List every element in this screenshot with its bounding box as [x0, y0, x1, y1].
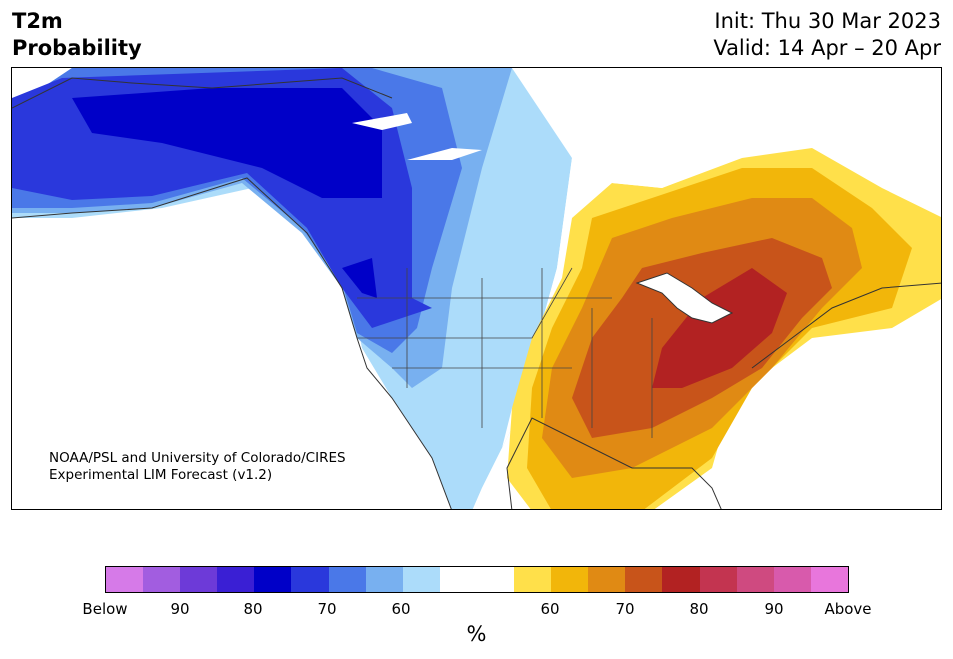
colorbar-swatch-below-55 [402, 567, 440, 592]
probability-map [11, 67, 942, 510]
colorbar-swatch-above-75 [662, 567, 700, 592]
tick-label: 90 [170, 600, 190, 618]
colorbar-swatch-neutral [439, 567, 515, 592]
zone-neutral [472, 68, 612, 509]
colorbar-swatch-above-80 [699, 567, 737, 592]
colorbar-unit: % [466, 622, 487, 646]
map-canvas [12, 68, 941, 509]
colorbar-swatch-above-55 [514, 567, 552, 592]
tick-label: 60 [391, 600, 411, 618]
colorbar-swatch-below-70 [291, 567, 329, 592]
colorbar-swatch-above-60 [551, 567, 589, 592]
colorbar-ticks: Below 90 80 70 60 60 70 80 90 Above [0, 600, 953, 620]
colorbar-swatch-below-85 [180, 567, 218, 592]
variable-label: T2m [12, 9, 63, 33]
colorbar-swatch-above-90 [773, 567, 811, 592]
colorbar-swatch-above-extreme [810, 567, 848, 592]
tick-label: 70 [317, 600, 337, 618]
colorbar-swatch-below-extreme [106, 567, 144, 592]
valid-dates: Valid: 14 Apr – 20 Apr [713, 36, 941, 60]
coastline [12, 77, 941, 509]
zone-blue-nw [342, 258, 377, 298]
lake-north-1 [352, 113, 412, 130]
zone-blue-75 [72, 88, 382, 198]
map-title: T2m Probability [12, 8, 142, 62]
hudson-bay [572, 68, 772, 188]
colorbar-swatch-above-65 [588, 567, 626, 592]
lake-north-2 [407, 148, 482, 160]
credit-line-1: NOAA/PSL and University of Colorado/CIRE… [49, 450, 346, 466]
tick-label: Above [824, 600, 872, 618]
tick-label: 90 [764, 600, 784, 618]
tick-label: 70 [615, 600, 635, 618]
forecast-dates: Init: Thu 30 Mar 2023 Valid: 14 Apr – 20… [713, 8, 941, 62]
colorbar-swatch-above-85 [736, 567, 774, 592]
colorbar-swatch-below-90 [143, 567, 181, 592]
colorbar-swatch-below-65 [328, 567, 366, 592]
tick-label: Below [82, 600, 128, 618]
great-lakes [635, 272, 734, 324]
colorbar-swatch-below-60 [365, 567, 403, 592]
credit-text: NOAA/PSL and University of Colorado/CIRE… [49, 450, 346, 484]
product-label: Probability [12, 36, 142, 60]
colorbar-swatch-below-80 [217, 567, 255, 592]
tick-label: 80 [243, 600, 263, 618]
colorbar-swatch-above-70 [625, 567, 663, 592]
init-date: Init: Thu 30 Mar 2023 [714, 9, 941, 33]
colorbar [105, 566, 849, 593]
tick-label: 80 [689, 600, 709, 618]
credit-line-2: Experimental LIM Forecast (v1.2) [49, 467, 273, 483]
tick-label: 60 [540, 600, 560, 618]
zone-red-75 [652, 268, 787, 388]
colorbar-swatch-below-75 [254, 567, 292, 592]
borders [357, 267, 653, 438]
